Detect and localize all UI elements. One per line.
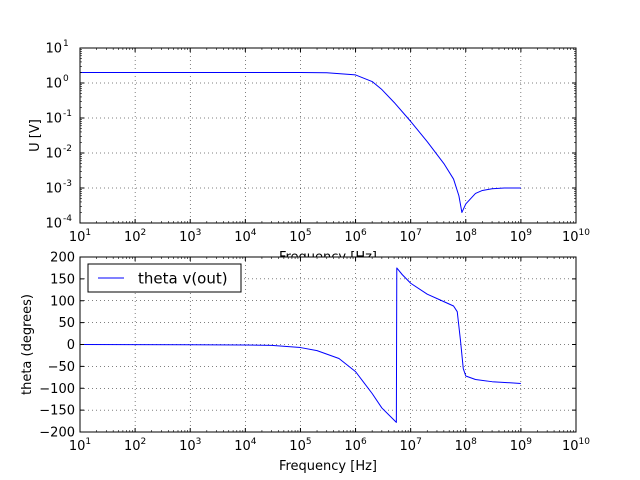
phase-x-tick-label: 105	[289, 437, 311, 454]
magnitude-y-axis-label: U [V]	[28, 119, 43, 152]
phase-x-tick-base: 10	[289, 439, 306, 454]
magnitude-x-tick-label: 109	[510, 228, 533, 245]
magnitude-y-tick-label: 10	[45, 147, 62, 162]
magnitude-plot-area	[80, 48, 576, 223]
magnitude-x-tick-label: 108	[455, 228, 478, 245]
magnitude-y-tick-exponent: -3	[63, 179, 72, 189]
magnitude-x-tick-base: 10	[562, 230, 579, 245]
phase-y-tick-label: 50	[58, 316, 75, 331]
phase-x-tick-exponent: 7	[416, 437, 422, 447]
magnitude-x-tick-exponent: 4	[251, 228, 257, 238]
phase-x-tick-base: 10	[562, 439, 579, 454]
magnitude-x-tick-exponent: 10	[579, 228, 591, 238]
magnitude-y-tick-exponent: -1	[63, 109, 72, 119]
magnitude-x-tick-label: 101	[69, 228, 91, 245]
phase-x-tick-exponent: 8	[471, 437, 477, 447]
magnitude-x-tick-base: 10	[124, 230, 141, 245]
magnitude-x-tick-exponent: 3	[196, 228, 202, 238]
phase-x-tick-label: 107	[400, 437, 422, 454]
phase-series-line	[79, 267, 521, 423]
magnitude-x-tick-exponent: 1	[85, 228, 91, 238]
magnitude-y-tick-base: 10	[45, 77, 62, 92]
phase-x-tick-base: 10	[69, 439, 86, 454]
phase-x-tick-exponent: 2	[141, 437, 147, 447]
phase-x-tick-label: 103	[179, 437, 201, 454]
phase-x-tick-exponent: 4	[251, 437, 257, 447]
phase-y-tick-label: −200	[39, 426, 75, 441]
phase-y-tick-label: 0	[67, 338, 75, 353]
magnitude-x-tick-base: 10	[510, 230, 527, 245]
magnitude-x-tick-exponent: 7	[416, 228, 422, 238]
phase-x-axis-label: Frequency [Hz]	[279, 459, 377, 474]
magnitude-x-tick-base: 10	[400, 230, 417, 245]
phase-legend-label: theta v(out)	[138, 270, 228, 288]
magnitude-x-tick-base: 10	[289, 230, 306, 245]
phase-x-tick-label: 106	[344, 437, 367, 454]
magnitude-x-tick-base: 10	[69, 230, 86, 245]
magnitude-y-tick-base: 10	[45, 182, 62, 197]
phase-x-tick-base: 10	[510, 439, 527, 454]
magnitude-y-tick-base: 10	[45, 147, 62, 162]
magnitude-x-tick-label: 1010	[562, 228, 590, 245]
phase-x-tick-base: 10	[455, 439, 472, 454]
magnitude-y-tick-label: 10	[45, 182, 62, 197]
magnitude-x-tick-label: 102	[124, 228, 146, 245]
magnitude-y-tick-exponent: 1	[63, 39, 69, 49]
phase-x-tick-exponent: 3	[196, 437, 202, 447]
phase-x-tick-label: 108	[455, 437, 478, 454]
magnitude-y-tick-base: 10	[45, 42, 62, 57]
magnitude-y-tick-base: 10	[45, 217, 62, 232]
magnitude-y-tick-exponent: 0	[63, 74, 69, 84]
magnitude-x-tick-label: 105	[289, 228, 311, 245]
phase-legend: theta v(out)	[87, 263, 242, 293]
phase-x-tick-base: 10	[344, 439, 361, 454]
magnitude-axes-frame	[79, 47, 577, 224]
magnitude-x-tick-base: 10	[455, 230, 472, 245]
phase-y-tick-label: −100	[39, 382, 75, 397]
phase-x-tick-exponent: 5	[306, 437, 312, 447]
phase-y-tick-label: 100	[50, 294, 75, 309]
phase-x-tick-exponent: 6	[361, 437, 367, 447]
phase-x-tick-base: 10	[124, 439, 141, 454]
phase-x-tick-label: 102	[124, 437, 146, 454]
phase-x-tick-exponent: 9	[526, 437, 532, 447]
magnitude-y-tick-label: 10	[45, 217, 62, 232]
magnitude-y-tick-base: 10	[45, 112, 62, 127]
phase-x-tick-exponent: 10	[579, 437, 591, 447]
phase-x-tick-base: 10	[400, 439, 417, 454]
magnitude-x-tick-label: 104	[234, 228, 257, 245]
magnitude-y-tick-exponent: -4	[63, 214, 72, 224]
phase-y-tick-label: −150	[39, 404, 75, 419]
magnitude-x-tick-base: 10	[344, 230, 361, 245]
magnitude-x-tick-exponent: 8	[471, 228, 477, 238]
phase-x-tick-exponent: 1	[85, 437, 91, 447]
magnitude-x-tick-label: 103	[179, 228, 201, 245]
magnitude-x-tick-exponent: 9	[526, 228, 532, 238]
phase-x-tick-base: 10	[179, 439, 196, 454]
magnitude-y-tick-label: 10	[45, 112, 62, 127]
phase-y-axis-label: theta (degrees)	[20, 294, 35, 395]
phase-x-tick-label: 101	[69, 437, 91, 454]
magnitude-x-tick-base: 10	[234, 230, 251, 245]
magnitude-x-tick-exponent: 2	[141, 228, 147, 238]
magnitude-x-tick-label: 107	[400, 228, 422, 245]
phase-chart: 101 102 103 104 105 106 107 108 109 1010−200−150−…	[20, 251, 590, 475]
magnitude-x-tick-label: 106	[344, 228, 367, 245]
magnitude-y-tick-exponent: -2	[63, 144, 72, 154]
magnitude-x-tick-base: 10	[179, 230, 196, 245]
phase-x-tick-label: 109	[510, 437, 533, 454]
magnitude-x-tick-exponent: 6	[361, 228, 367, 238]
magnitude-series-line	[80, 71, 521, 213]
phase-y-tick-label: 200	[50, 251, 75, 266]
magnitude-y-tick-label: 10	[45, 42, 62, 57]
phase-x-tick-base: 10	[234, 439, 251, 454]
phase-x-tick-label: 1010	[562, 437, 590, 454]
phase-y-tick-label: 150	[50, 272, 75, 287]
magnitude-y-tick-label: 10	[45, 77, 62, 92]
magnitude-x-tick-exponent: 5	[306, 228, 312, 238]
phase-x-tick-label: 104	[234, 437, 257, 454]
phase-y-tick-label: −50	[48, 360, 75, 375]
